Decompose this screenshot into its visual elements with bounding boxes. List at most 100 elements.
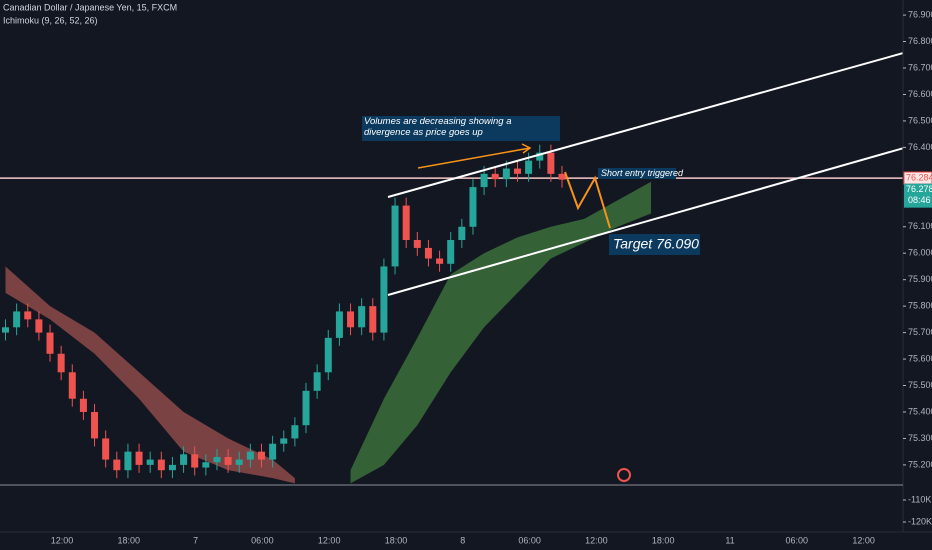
ichimoku-cloud [5,266,295,484]
event-marker[interactable] [617,468,631,482]
candle-body [369,306,377,333]
candle-body [168,464,176,471]
x-tick-label: 12:00 [585,535,608,545]
price-axis [903,0,932,532]
candle-body [458,226,466,240]
candle-body [124,451,132,471]
candle-body [35,319,43,333]
trend-line [387,44,932,198]
x-tick-label: 8 [460,535,465,545]
candle-body [24,311,32,320]
candle-body [391,205,399,267]
candle-body [280,438,288,444]
y-tick-label: -120K [908,516,932,526]
indicator-label: Ichimoku (9, 26, 52, 26) [3,15,98,25]
candle-body [335,311,343,338]
x-tick-label: 12:00 [318,535,341,545]
candle-body [79,398,87,412]
x-tick-label: 7 [193,535,198,545]
x-tick-label: 18:00 [385,535,408,545]
candle-body [313,372,321,391]
candle-body [525,160,533,174]
candle-body [402,205,410,240]
candle-body [113,459,121,471]
countdown-label: 08:46 [908,195,931,205]
x-tick-label: 12:00 [852,535,875,545]
note-box [598,168,676,179]
y-tick-label: 76.400 [908,142,932,152]
y-tick-label: 75.700 [908,327,932,337]
candle-body [447,239,455,264]
candle-body [13,311,21,328]
x-tick-label: 06:00 [786,535,809,545]
y-tick-label: -110K [908,494,931,504]
candle-body [213,456,221,463]
candle-body [424,247,432,259]
candle-body [180,454,188,465]
last-price-bg [904,183,932,208]
y-tick-label: 76.900 [908,9,932,19]
projection-arrow [564,171,611,229]
candle-body [68,372,76,399]
note-box [609,234,700,255]
x-tick-label: 18:00 [652,535,675,545]
y-tick-label: 76.700 [908,62,932,72]
candle-body [302,390,310,426]
candle-body [347,311,355,328]
candle-body [202,462,210,468]
candle-body [513,168,521,174]
trend-line [387,139,932,296]
note-text: Short entry triggered [601,168,684,178]
chart-title: Canadian Dollar / Japanese Yen, 15, FXCM [3,2,177,12]
y-tick-label: 75.600 [908,353,932,363]
candle-body [480,173,488,188]
note: Volumes are decreasing showing a diverge… [364,116,512,138]
candle-body [269,443,277,460]
y-tick-label: 75.900 [908,274,932,284]
y-tick-label: 76.100 [908,221,932,231]
last-price-label: 76.278 [906,184,932,194]
candle-body [91,411,99,439]
candle-body [469,187,477,227]
candle-body [380,266,388,333]
note-box [362,116,560,141]
candle-body [536,152,544,161]
candle-body [436,258,444,264]
arrow [417,147,531,169]
candle-body [135,451,143,465]
candle-body [246,451,254,460]
y-tick-label: 75.200 [908,459,932,469]
target-text: Target 76.090 [613,236,699,252]
y-tick-label: 76.500 [908,115,932,125]
ichimoku-cloud [350,181,652,484]
candle-body [102,438,110,460]
y-tick-label: 75.800 [908,301,932,311]
candle-body [291,425,299,439]
candle-body [502,168,510,180]
x-tick-label: 06:00 [251,535,274,545]
candle-body [191,454,199,468]
arrow-head [521,143,532,154]
x-tick-label: 18:00 [118,535,141,545]
candle-body [146,459,154,465]
candle-body [358,306,366,328]
candle-body [491,173,499,180]
candle-body [46,332,54,354]
y-tick-label: 76.800 [908,36,932,46]
candle-body [257,451,265,460]
y-tick-label: 76.600 [908,89,932,99]
candle-body [57,353,65,373]
x-tick-label: 11 [725,535,734,545]
candle-body [157,459,165,471]
candle-body [224,456,232,465]
y-tick-label: 75.300 [908,433,932,443]
candle-body [324,337,332,373]
plot-area [0,144,903,484]
y-tick-label: 76.000 [908,248,932,258]
candle-body [558,173,566,180]
candle-body [235,459,243,465]
y-tick-label: 75.400 [908,406,932,416]
x-tick-label: 12:00 [51,535,74,545]
